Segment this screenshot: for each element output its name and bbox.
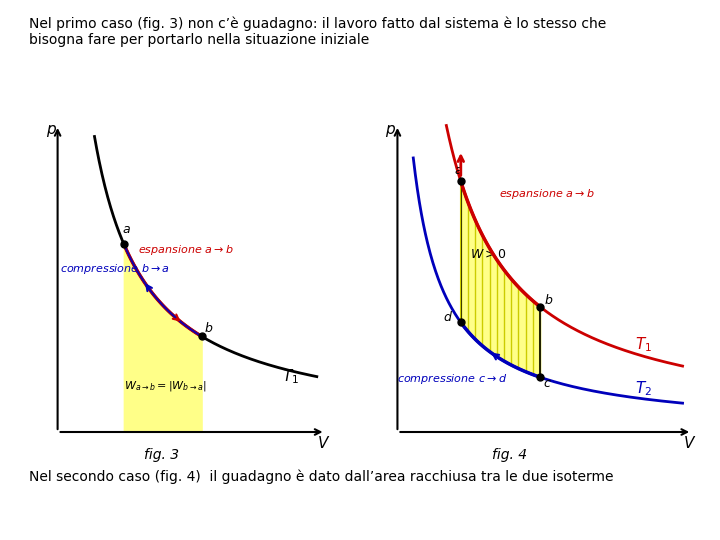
Text: fig. 4: fig. 4 bbox=[492, 448, 528, 462]
Text: Nel primo caso (fig. 3) non c’è guadagno: il lavoro fatto dal sistema è lo stess: Nel primo caso (fig. 3) non c’è guadagno… bbox=[29, 16, 606, 47]
Text: $p$: $p$ bbox=[46, 124, 57, 139]
Text: $W > 0$: $W > 0$ bbox=[470, 248, 507, 261]
Text: $b$: $b$ bbox=[544, 293, 553, 307]
Text: $d$: $d$ bbox=[444, 310, 454, 324]
Text: $T_1$: $T_1$ bbox=[282, 367, 300, 386]
Text: $c$: $c$ bbox=[543, 376, 552, 389]
Text: Nel secondo caso (fig. 4)  il guadagno è dato dall’area racchiusa tra le due iso: Nel secondo caso (fig. 4) il guadagno è … bbox=[29, 470, 613, 484]
Text: $p$: $p$ bbox=[384, 124, 396, 139]
Text: $a$: $a$ bbox=[122, 223, 131, 236]
Text: $T_2$: $T_2$ bbox=[635, 379, 652, 398]
Text: $b$: $b$ bbox=[204, 321, 214, 335]
Text: $V$: $V$ bbox=[317, 435, 330, 451]
Text: $W_{a\to b} = |W_{b\to a}|$: $W_{a\to b} = |W_{b\to a}|$ bbox=[124, 379, 207, 393]
Text: $T_1$: $T_1$ bbox=[635, 335, 652, 354]
Text: $V$: $V$ bbox=[683, 435, 696, 451]
Text: fig. 3: fig. 3 bbox=[144, 448, 179, 462]
Text: $espansione\ a{\to}b$: $espansione\ a{\to}b$ bbox=[499, 187, 595, 201]
Text: $compressione\ b{\to}a$: $compressione\ b{\to}a$ bbox=[60, 262, 171, 276]
Polygon shape bbox=[461, 181, 540, 377]
Text: $a$: $a$ bbox=[454, 164, 463, 177]
Text: $espansione\ a{\to}b$: $espansione\ a{\to}b$ bbox=[138, 244, 234, 258]
Text: $compressione\ c{\to}d$: $compressione\ c{\to}d$ bbox=[397, 372, 508, 386]
